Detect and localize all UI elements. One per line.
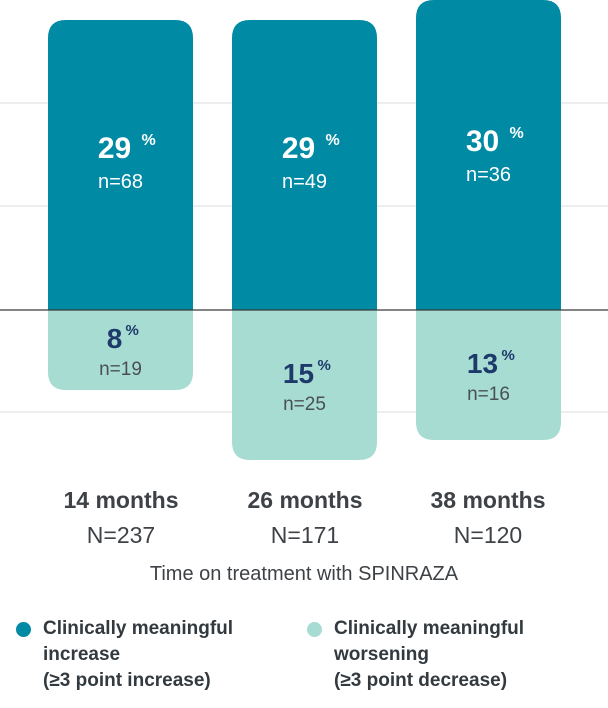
legend-text: increase [43,644,121,665]
legend-text: (≥3 point decrease) [334,670,508,691]
legend-text: (≥3 point increase) [43,670,211,691]
bar-increase [48,20,193,310]
data-label-worsening: 13 [467,348,498,379]
bar-worsening [48,310,193,390]
category-label-26-months: 26 months [247,487,363,513]
data-label-increase: 29 [98,132,131,165]
category-n-38-months: N=120 [453,522,523,548]
n-label-worsening: n=25 [283,394,326,415]
percent-sign: % [326,132,340,149]
data-label-worsening: 15 [283,358,314,389]
legend-swatch-increase [16,622,31,637]
category-n-14-months: N=237 [86,522,156,548]
legend-text: Clinically meaningful [334,618,525,639]
legend-swatch-worsening [307,622,322,637]
bar-worsening [232,310,377,460]
legend-text: Clinically meaningful [43,618,234,639]
percent-sign: % [318,357,331,374]
percent-sign: % [126,322,139,339]
n-label-increase: n=36 [466,164,511,186]
legend-text: worsening [334,644,430,665]
n-label-worsening: n=16 [467,384,510,405]
data-label-increase: 29 [282,132,315,165]
percent-sign: % [142,132,156,149]
data-label-increase: 30 [466,125,499,158]
n-label-increase: n=68 [98,171,143,193]
n-label-worsening: n=19 [99,359,142,380]
x-axis-label: Time on treatment with SPINRAZA [149,563,459,585]
bar-worsening [416,310,561,440]
category-n-26-months: N=171 [270,522,340,548]
category-label-14-months: 14 months [63,487,179,513]
legend-item-increase: Clinically meaningful increase (≥3 point… [16,616,233,694]
percent-sign: % [502,347,515,364]
data-label-worsening: 8 [107,323,123,354]
legend-item-worsening: Clinically meaningful worsening (≥3 poin… [307,616,524,694]
category-label-38-months: 38 months [430,487,546,513]
bar-increase [416,0,561,310]
percent-sign: % [510,125,524,142]
n-label-increase: n=49 [282,171,327,193]
bar-increase [232,20,377,310]
